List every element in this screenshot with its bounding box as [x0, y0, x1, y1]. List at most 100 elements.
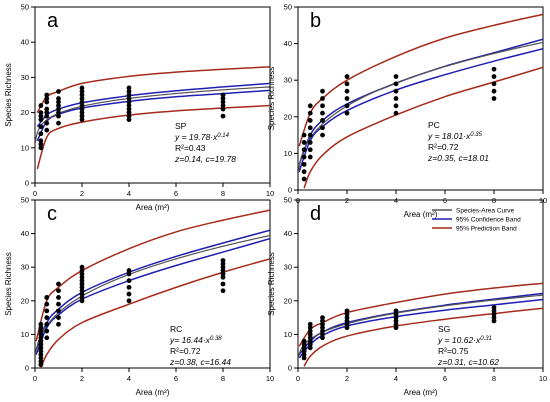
data-point: [56, 281, 61, 287]
data-point: [307, 140, 313, 145]
data-point: [56, 301, 61, 307]
data-point: [393, 110, 399, 116]
data-point: [301, 348, 307, 354]
parameters-label: z=0.38, c=16.44: [169, 357, 231, 367]
data-point: [38, 321, 44, 327]
equation-label: y = 18.01·x0.35: [427, 131, 483, 141]
data-point: [79, 268, 85, 273]
y-axis-label: Species Richness: [4, 252, 13, 316]
data-point: [220, 106, 226, 112]
data-point: [38, 342, 44, 347]
data-point: [38, 345, 44, 351]
data-point: [126, 99, 132, 105]
data-point: [44, 106, 50, 112]
data-point: [393, 308, 399, 314]
data-point: [220, 113, 226, 119]
data-point: [44, 113, 50, 119]
data-point: [126, 278, 132, 284]
data-point: [220, 271, 226, 277]
data-point: [393, 315, 399, 320]
data-point: [344, 81, 350, 87]
data-point: [344, 311, 350, 317]
r-squared-label: R²=0.72: [170, 346, 201, 356]
y-tick-label: 30: [21, 73, 29, 82]
y-tick-label: 50: [284, 196, 292, 205]
data-point: [320, 103, 325, 109]
data-point: [220, 288, 226, 294]
data-point: [126, 284, 132, 290]
site-label: RC: [170, 324, 182, 334]
x-tick-label: 2: [80, 374, 84, 383]
data-point: [307, 103, 313, 109]
data-point: [44, 315, 50, 320]
species-area-curve: [35, 86, 270, 143]
data-point: [301, 161, 307, 167]
data-point: [307, 110, 313, 116]
data-point: [320, 318, 325, 324]
confidence-band-upper: [36, 82, 270, 128]
data-point: [307, 147, 313, 153]
x-tick-label: 2: [80, 189, 84, 198]
data-point: [220, 261, 226, 267]
data-point: [56, 288, 61, 294]
data-point: [79, 271, 85, 277]
data-point: [301, 147, 307, 153]
data-point: [301, 345, 307, 351]
plot-frame: [297, 6, 544, 191]
x-tick-label: 6: [174, 189, 178, 198]
data-point: [56, 99, 61, 105]
data-point: [38, 110, 44, 115]
prediction-band-upper: [298, 282, 543, 347]
data-point: [44, 110, 50, 115]
data-point: [56, 120, 61, 126]
data-point: [344, 103, 350, 109]
y-tick-label: 0: [25, 364, 29, 373]
data-points: [301, 66, 497, 182]
data-point: [301, 169, 307, 175]
equation-label: y = 10.62·x0.31: [437, 335, 492, 345]
data-point: [393, 103, 399, 109]
data-point: [344, 308, 350, 314]
data-point: [56, 321, 61, 327]
data-point: [344, 96, 350, 101]
x-tick-label: 0: [33, 189, 37, 198]
data-point: [220, 258, 226, 263]
data-point: [307, 321, 313, 327]
data-point: [38, 348, 44, 354]
data-point: [344, 88, 350, 94]
y-tick-label: 10: [284, 330, 292, 339]
data-point: [79, 278, 85, 284]
equation-label: y = 19.78·x0.14: [174, 132, 230, 142]
y-tick-label: 0: [25, 179, 29, 188]
data-point: [320, 328, 325, 334]
y-tick-label: 40: [21, 229, 29, 238]
data-point: [393, 96, 399, 101]
data-point: [307, 328, 313, 334]
data-point: [38, 332, 44, 337]
data-point: [126, 117, 132, 123]
data-point: [79, 92, 85, 98]
species-area-curve: [298, 41, 543, 174]
data-point: [393, 318, 399, 324]
y-tick-label: 10: [284, 149, 292, 158]
data-point: [38, 335, 44, 341]
data-point: [44, 96, 50, 101]
data-point: [344, 110, 350, 116]
data-points: [301, 305, 497, 361]
data-point: [38, 103, 44, 108]
data-point: [126, 103, 132, 108]
x-tick-label: 6: [174, 374, 178, 383]
data-point: [393, 88, 399, 94]
data-point: [220, 92, 226, 98]
data-point: [307, 118, 313, 123]
equation-label: y= 16.44·x0.38: [169, 335, 222, 345]
r-squared-label: R²=0.75: [438, 346, 469, 356]
x-tick-label: 10: [266, 189, 274, 198]
data-point: [44, 295, 50, 300]
y-tick-label: 40: [284, 39, 292, 48]
data-point: [38, 131, 44, 137]
data-point: [79, 113, 85, 119]
prediction-band-lower: [36, 104, 270, 170]
y-tick-label: 30: [284, 76, 292, 85]
